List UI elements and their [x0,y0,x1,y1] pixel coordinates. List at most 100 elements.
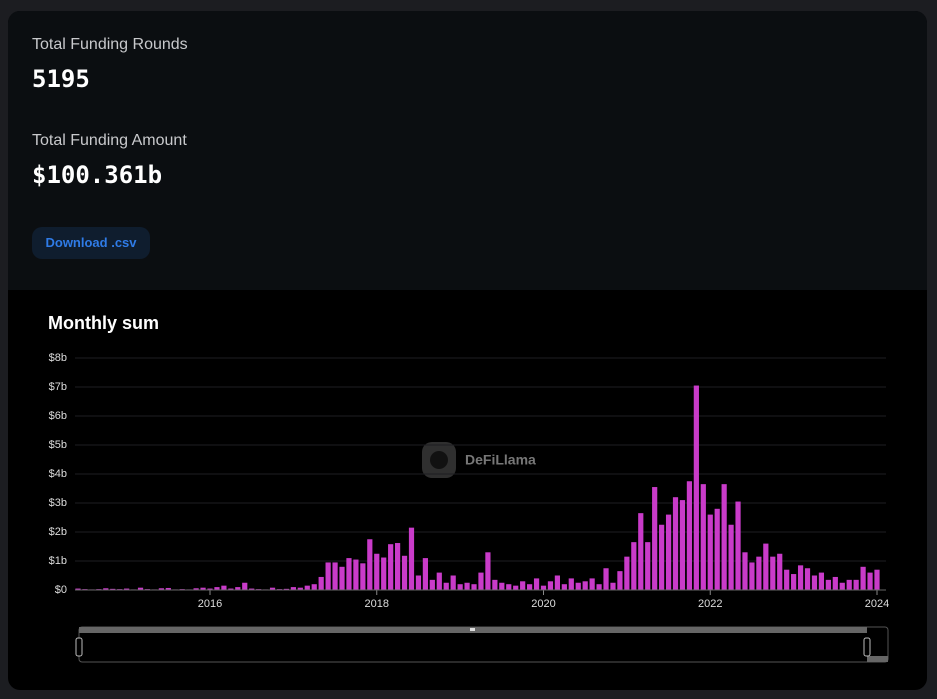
watermark-logo [422,442,456,478]
bar [693,385,699,590]
bar [374,553,380,590]
bar [707,514,713,590]
bar [763,543,769,590]
watermark: DeFiLlama [465,452,536,468]
bar [346,558,352,590]
bar [283,588,290,590]
bar [672,497,679,590]
bar [485,552,491,590]
y-tick-label: $1b [49,555,67,567]
bar [492,579,498,590]
bar [860,566,866,590]
bar [388,544,394,590]
bar [332,562,338,590]
bar [464,582,470,590]
bar [652,487,658,590]
brush-rest [867,656,888,662]
bar [721,484,727,590]
bar [804,568,811,590]
bar [304,585,310,590]
bar [818,572,825,590]
bar [158,588,164,590]
bar [784,569,790,590]
bar [422,558,428,590]
bar [457,584,463,590]
bar [235,587,241,590]
x-tick-label: 2024 [865,598,889,610]
stat-label: Total Funding Rounds [32,36,188,53]
bar [290,587,296,590]
bar [75,588,81,590]
bar [832,576,838,590]
bar [728,524,734,590]
brush-handle[interactable] [863,637,871,657]
bar [770,556,776,590]
bar [436,572,442,590]
y-tick-label: $5b [49,439,67,451]
bar [527,584,533,590]
bar [110,588,116,590]
bar [547,581,554,590]
bar [631,542,637,590]
bar [714,508,720,590]
bar [297,587,303,590]
bar [533,578,540,590]
y-tick-label: $4b [49,468,67,480]
bar [749,562,755,590]
bar [415,575,422,590]
y-tick-label: $0 [55,584,67,596]
bar [589,578,595,590]
bar [443,582,449,590]
bar [540,585,547,590]
bar [207,588,213,590]
bar [395,543,401,590]
bar [360,563,366,590]
bar [506,584,512,590]
y-tick-label: $8b [49,352,67,364]
x-tick-label: 2018 [365,598,389,610]
bar [429,579,435,590]
brush-handle[interactable] [75,637,83,657]
bar [659,524,665,590]
bar [471,584,477,590]
bar [228,588,234,590]
bar [450,575,456,590]
bar [874,569,880,590]
bar [193,588,199,590]
y-tick-label: $7b [49,381,67,393]
x-tick-label: 2020 [531,598,555,610]
bar [811,575,818,590]
bar [825,579,831,590]
bar [582,581,588,590]
chart: Monthly sum DeFiLlama $0 $1b $2b $3b $4b $5b $… [48,313,889,663]
bar [367,539,373,590]
bar [867,572,873,590]
bar [617,571,623,590]
bar [311,584,317,590]
bar [325,562,331,590]
bar [318,576,324,590]
bar [200,587,206,590]
bar [665,514,672,590]
bar [353,559,359,590]
chart-title: Monthly sum [48,313,159,333]
bar [756,556,762,590]
x-tick-label: 2016 [198,598,222,610]
brush[interactable] [75,626,889,663]
bar [700,484,706,590]
y-tick-label: $2b [49,526,67,538]
bar [735,501,741,590]
bar [103,588,109,590]
bar [137,587,144,590]
bar [679,500,686,590]
stat-value: 5195 [32,65,90,93]
bar [242,582,248,590]
bar [742,552,748,590]
bar [575,582,581,590]
y-tick-label: $3b [49,497,67,509]
download-button[interactable]: Download .csv [32,227,150,259]
bar [214,587,220,590]
summary-panel: Total Funding Rounds 5195 Total Funding … [8,11,927,290]
bar [603,568,609,590]
